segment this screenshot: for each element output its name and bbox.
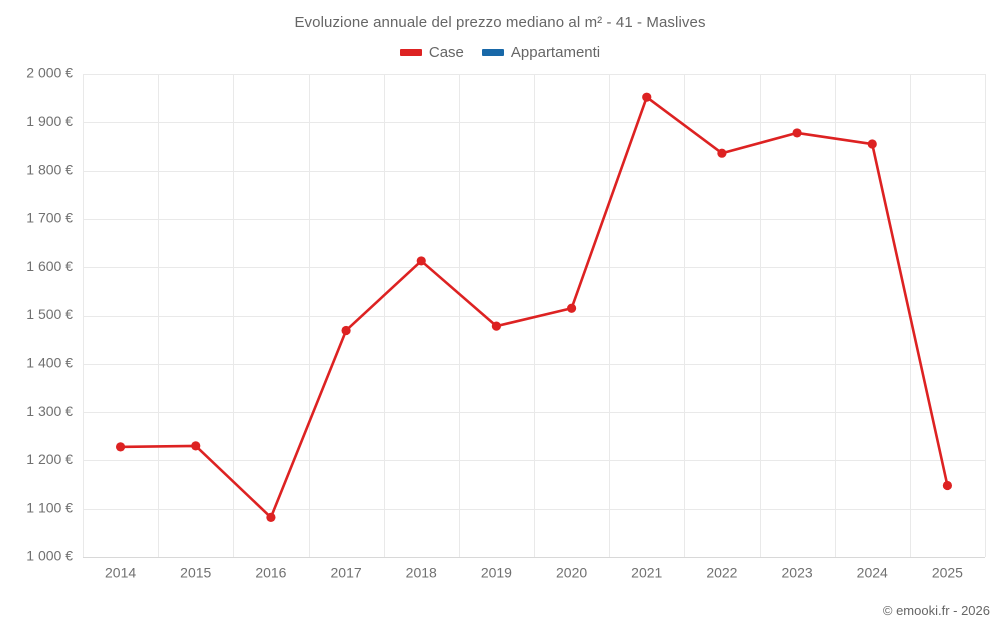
y-axis-tick-label: 1 800 € [26,161,73,177]
data-point-marker[interactable] [566,303,577,313]
data-point-marker[interactable] [491,321,502,331]
data-point-marker[interactable] [115,442,126,452]
chart-legend: Case Appartamenti [0,44,1000,61]
y-axis-tick-label: 1 700 € [26,210,73,226]
y-axis-tick-label: 1 100 € [26,499,73,515]
chart-title: Evoluzione annuale del prezzo mediano al… [294,14,706,31]
data-point-marker[interactable] [867,139,877,149]
x-axis-tick-label: 2018 [406,564,437,580]
data-point-marker[interactable] [266,512,276,522]
x-axis-tick-label: 2014 [105,564,136,580]
x-axis-tick-label: 2016 [255,564,286,580]
x-axis-tick-label: 2025 [932,564,963,580]
x-axis-tick-label: 2019 [481,564,512,580]
data-point-marker[interactable] [191,441,201,451]
y-axis-tick-label: 1 000 € [26,548,73,564]
data-point-marker[interactable] [792,128,802,138]
legend-label-appartamenti: Appartamenti [510,44,601,61]
series-markers [115,92,953,522]
series-lines [119,95,949,519]
series-line-case [119,95,949,519]
legend-swatch-appartamenti-icon [481,49,504,56]
y-axis-tick-label: 1 300 € [26,403,73,419]
x-axis-labels: 2014 2015 2016 2017 2018 2019 2020 2021 2022 2023… [105,564,963,580]
legend-label-case: Case [428,44,464,61]
data-point-marker[interactable] [341,325,351,336]
legend-swatch-case-icon [399,49,422,56]
x-gridlines [83,74,986,557]
x-axis-tick-label: 2021 [631,564,662,580]
y-axis-tick-label: 1 600 € [26,258,73,274]
legend-item-case[interactable]: Case [399,44,464,61]
data-point-marker[interactable] [416,256,426,266]
x-axis-tick-label: 2022 [706,564,737,580]
y-axis-labels: 1 000 € 1 100 € 1 200 € 1 300 € 1 400 € 1 500… [26,65,73,564]
x-axis-tick-label: 2023 [782,564,813,580]
y-axis-tick-label: 1 500 € [26,306,73,322]
y-axis-tick-label: 2 000 € [26,65,73,81]
data-point-marker[interactable] [717,148,727,158]
x-axis-tick-label: 2015 [180,564,211,580]
x-axis-tick-label: 2020 [556,564,587,580]
copyright-credit: © emooki.fr - 2026 [882,603,990,618]
data-point-marker[interactable] [942,480,953,491]
y-axis-tick-label: 1 900 € [26,113,73,129]
legend-item-appartamenti[interactable]: Appartamenti [481,44,601,61]
y-axis-tick-label: 1 200 € [26,451,73,467]
x-axis-tick-label: 2024 [857,564,888,580]
x-axis-tick-label: 2017 [331,564,362,580]
data-point-marker[interactable] [642,92,652,102]
y-axis-tick-label: 1 400 € [26,355,73,371]
